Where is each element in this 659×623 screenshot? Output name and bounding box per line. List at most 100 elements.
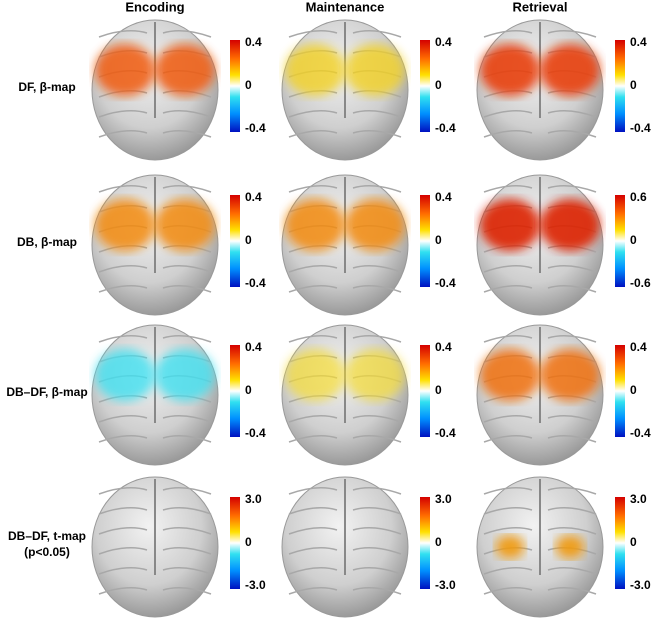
gyrus xyxy=(352,130,402,138)
gyrus xyxy=(98,435,148,443)
colorbar-label: 0 xyxy=(245,233,252,247)
gyrus xyxy=(483,587,533,595)
gyrus xyxy=(483,435,533,443)
colorbar-label: -0.4 xyxy=(245,276,266,290)
colorbar-label: 0.4 xyxy=(435,340,452,354)
brain xyxy=(281,174,409,316)
gyrus xyxy=(98,587,148,595)
gyrus xyxy=(547,285,597,293)
colorbar-label: 3.0 xyxy=(245,492,262,506)
gyrus xyxy=(352,285,402,293)
activation xyxy=(95,349,155,401)
gyrus xyxy=(162,130,212,138)
gyrus xyxy=(483,30,533,38)
gyrus xyxy=(162,110,212,118)
gyrus xyxy=(162,185,212,193)
colorbar-label: 0.4 xyxy=(630,340,647,354)
gyrus xyxy=(483,567,533,575)
gyrus xyxy=(98,507,148,515)
activation xyxy=(285,349,345,401)
row-label: DB–DF, t-map xyxy=(8,529,86,543)
gyrus xyxy=(98,185,148,193)
brain xyxy=(91,174,219,316)
gyrus xyxy=(162,487,212,495)
gyrus xyxy=(288,415,338,423)
gyrus xyxy=(162,547,212,555)
gyrus xyxy=(288,487,338,495)
colorbar xyxy=(615,40,625,132)
activation xyxy=(540,199,600,251)
gyrus xyxy=(352,587,402,595)
colorbar-label: -3.0 xyxy=(630,578,651,592)
row-label: DF, β-map xyxy=(18,80,75,94)
colorbar-label: -0.4 xyxy=(630,426,651,440)
activation xyxy=(480,44,540,96)
gyrus xyxy=(162,265,212,273)
gyrus xyxy=(288,265,338,273)
gyrus xyxy=(162,435,212,443)
gyrus xyxy=(483,265,533,273)
gyrus xyxy=(162,415,212,423)
gyrus xyxy=(98,527,148,535)
gyrus xyxy=(162,567,212,575)
gyrus xyxy=(547,527,597,535)
gyrus xyxy=(352,567,402,575)
gyrus xyxy=(98,30,148,38)
gyrus xyxy=(483,130,533,138)
activation xyxy=(480,199,540,251)
gyrus xyxy=(547,335,597,343)
activation xyxy=(540,349,600,401)
activation xyxy=(555,535,585,559)
gyrus xyxy=(483,487,533,495)
colorbar xyxy=(420,345,430,437)
colorbar-label: -0.4 xyxy=(245,426,266,440)
gyrus xyxy=(162,587,212,595)
gyrus xyxy=(288,335,338,343)
gyrus xyxy=(288,30,338,38)
gyrus xyxy=(547,30,597,38)
activation xyxy=(495,535,525,559)
brain xyxy=(281,324,409,466)
gyrus xyxy=(547,507,597,515)
colorbar-label: 0 xyxy=(435,535,442,549)
colorbar-label: 0 xyxy=(435,78,442,92)
colorbar-label: -0.4 xyxy=(630,121,651,135)
colorbar-label: 0 xyxy=(245,535,252,549)
gyrus xyxy=(98,285,148,293)
activation xyxy=(285,44,345,96)
activation xyxy=(345,349,405,401)
colorbar xyxy=(420,497,430,589)
colorbar-label: 0 xyxy=(630,233,637,247)
gyrus xyxy=(352,487,402,495)
activation xyxy=(480,349,540,401)
gyrus xyxy=(352,30,402,38)
gyrus xyxy=(352,415,402,423)
colorbar-label: 0 xyxy=(630,535,637,549)
colorbar-label: -3.0 xyxy=(245,578,266,592)
colorbar xyxy=(420,195,430,287)
activation xyxy=(95,199,155,251)
gyrus xyxy=(352,335,402,343)
gyrus xyxy=(162,30,212,38)
gyrus xyxy=(483,507,533,515)
colorbar-label: -0.6 xyxy=(630,276,651,290)
colorbar-label: -0.4 xyxy=(245,121,266,135)
colorbar-label: 0.4 xyxy=(435,190,452,204)
gyrus xyxy=(547,487,597,495)
colorbar-label: 0.6 xyxy=(630,190,647,204)
gyrus xyxy=(547,265,597,273)
row-label: (p<0.05) xyxy=(24,545,70,559)
colorbar-label: 3.0 xyxy=(630,492,647,506)
gyrus xyxy=(352,435,402,443)
colorbar xyxy=(230,345,240,437)
brain xyxy=(91,324,219,466)
colorbar-label: 0 xyxy=(245,383,252,397)
colorbar-label: 3.0 xyxy=(435,492,452,506)
gyrus xyxy=(547,567,597,575)
colorbar-label: 0 xyxy=(435,233,442,247)
gyrus xyxy=(98,265,148,273)
gyrus xyxy=(352,185,402,193)
gyrus xyxy=(98,110,148,118)
gyrus xyxy=(162,285,212,293)
